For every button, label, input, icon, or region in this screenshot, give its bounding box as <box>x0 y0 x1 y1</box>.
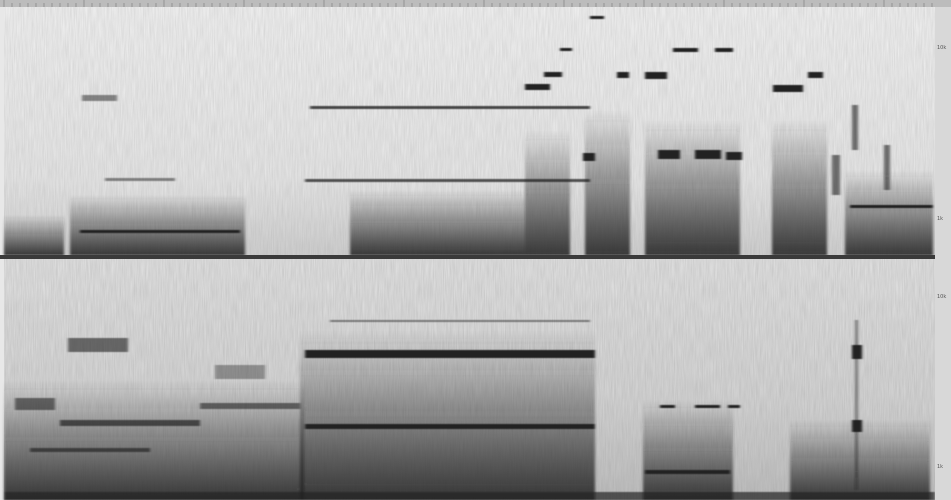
page: 10k 1k 10k 1k (() => { const data = JSON… <box>0 0 951 500</box>
time-ruler <box>0 0 951 7</box>
channel-divider <box>0 255 935 259</box>
frequency-scale <box>935 7 951 500</box>
axis-label: 10k <box>937 294 946 300</box>
axis-label: 1k <box>937 216 943 222</box>
channel-bottom <box>4 259 935 500</box>
spectrogram-view: 10k 1k 10k 1k <box>0 0 951 500</box>
axis-label: 1k <box>937 464 943 470</box>
channel-top <box>4 7 935 256</box>
axis-label: 10k <box>937 45 946 51</box>
